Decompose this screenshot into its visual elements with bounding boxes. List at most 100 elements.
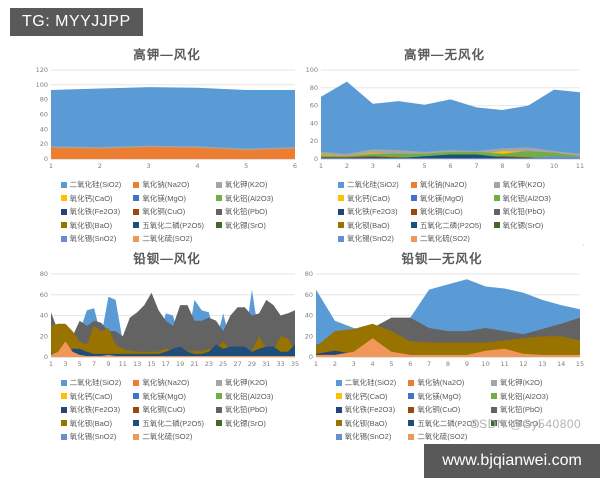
legend-label: 氧化钡(BaO) [69, 220, 113, 230]
area-chart: 0 20 40 60 80 1 2 3 4 5 6 7 8 9 10 11 12 13 14 15 [299, 270, 585, 368]
y-tick-label: 0 [44, 353, 48, 361]
area-series-SiO2 [321, 81, 580, 159]
legend-swatch-CaO [338, 195, 345, 201]
y-tick-label: 20 [310, 137, 318, 145]
legend-swatch-Al2O3 [216, 195, 222, 201]
legend-item-Al2O3: 氧化铝(Al2O3) [493, 193, 551, 204]
area-series-Na2O [51, 147, 295, 159]
area-series-P2O5 [321, 154, 580, 159]
legend-label: 氧化锡(SnO2) [344, 432, 392, 441]
legend-item-Fe2O3: 氧化铁(Fe2O3) [60, 206, 122, 217]
legend-swatch-PbO [216, 406, 222, 413]
legend-label: 二氧化硫(SO2) [142, 234, 193, 243]
chart-canvas: 0 20 40 60 80 100 1 2 3 4 5 6 7 8 9 10 11 [306, 66, 585, 170]
legend-swatch-CaO [335, 393, 342, 399]
legend-swatch-BaO [338, 222, 345, 228]
legend-item-SO2: 二氧化硫(SO2) [133, 431, 204, 442]
legend-swatch-SrO [491, 420, 497, 426]
legend-item-SO2: 二氧化硫(SO2) [408, 431, 479, 442]
area-series-SiO2 [51, 87, 295, 159]
legend-swatch-SrO [216, 222, 222, 228]
legend-swatch-K2O [216, 379, 222, 386]
x-tick-label: 31 [262, 360, 270, 368]
legend-swatch-CaO [60, 195, 67, 201]
legend-item-SrO: 氧化锶(SrO) [216, 220, 273, 231]
x-tick-label: 10 [482, 360, 490, 368]
y-tick-label: 0 [314, 155, 318, 163]
legend-swatch-Al2O3 [493, 195, 500, 201]
legend-label: 氧化铜(CuO) [417, 405, 461, 414]
x-tick-label: 27 [233, 360, 241, 368]
legend-swatch-P2O5 [133, 420, 140, 426]
chart-canvas: 0 20 40 60 80 100 120 1 2 3 4 5 6 [36, 66, 297, 170]
legend-item-K2O: 氧化钾(K2O) [216, 179, 273, 190]
legend-label: 氧化钙(CaO) [69, 391, 113, 401]
legend-swatch-SiO2 [60, 379, 67, 386]
x-tick-label: 1 [49, 162, 53, 170]
legend-label: 氧化锶(SrO) [225, 220, 266, 230]
x-tick-label: 6 [448, 162, 452, 170]
legend-label: 氧化钾(K2O) [225, 378, 268, 387]
x-tick-label: 7 [427, 360, 431, 368]
legend-label: 氧化钙(CaO) [344, 391, 388, 401]
legend-item-CuO: 氧化铜(CuO) [408, 404, 479, 415]
legend-label: 氧化铁(Fe2O3) [69, 207, 121, 216]
x-tick-label: 3 [63, 360, 67, 368]
legend-label: 氧化镁(MgO) [417, 391, 462, 401]
legend-swatch-P2O5 [408, 420, 415, 426]
x-tick-label: 5 [389, 360, 393, 368]
x-tick-label: 7 [92, 360, 96, 368]
legend-swatch-MgO [133, 195, 140, 201]
x-tick-label: 5 [78, 360, 82, 368]
legend-swatch-SnO2 [60, 235, 67, 242]
x-tick-label: 3 [147, 162, 151, 170]
legend-label: 氧化铜(CuO) [419, 207, 463, 216]
x-tick-label: 3 [352, 360, 356, 368]
x-tick-label: 11 [500, 360, 508, 368]
y-tick-label: 40 [40, 125, 48, 133]
area-chart: 0 20 40 60 80 100 120 1 2 3 4 5 6 [34, 66, 300, 170]
y-tick-label: 40 [40, 312, 48, 320]
legend-label: 氧化铝(Al2O3) [225, 193, 274, 203]
legend-label: 氧化钙(CaO) [69, 193, 113, 203]
site-link-banner[interactable]: www.bjqianwei.com [424, 444, 600, 478]
legend-item-BaO: 氧化钡(BaO) [335, 418, 397, 429]
legend-swatch-BaO [60, 222, 67, 228]
legend-label: 氧化锡(SnO2) [69, 234, 117, 243]
legend-item-SrO: 氧化锶(SrO) [491, 418, 548, 429]
x-tick-label: 9 [465, 360, 469, 368]
x-tick-label: 8 [500, 162, 504, 170]
legend-item-P2O5: 五氧化二磷(P2O5) [133, 220, 204, 231]
legend-label: 二氧化硅(SiO2) [69, 180, 122, 189]
legend-swatch-Na2O [133, 379, 140, 386]
y-tick-label: 80 [40, 96, 48, 104]
y-tick-label: 20 [40, 332, 48, 340]
x-tick-label: 11 [119, 360, 127, 368]
chart-panel-gaojia-wufenghua: 高钾—无风化 0 20 40 60 80 100 1 2 3 4 5 6 7 8 9 10 11 二氧化硅(Si… [304, 42, 585, 244]
x-tick-label: 12 [519, 360, 527, 368]
legend-label: 氧化钠(Na2O) [417, 378, 465, 387]
legend-label: 五氧化二磷(P2O5) [417, 418, 479, 428]
x-tick-label: 33 [276, 360, 284, 368]
y-tick-label: 40 [305, 312, 313, 320]
area-series-SnO2 [321, 156, 580, 159]
chart-title: 铅钡—无风化 [401, 252, 483, 266]
legend-swatch-SrO [493, 222, 500, 228]
legend-swatch-K2O [493, 181, 500, 188]
legend-item-CaO: 氧化钙(CaO) [338, 193, 399, 204]
legend-swatch-K2O [491, 379, 497, 386]
legend-item-SrO: 氧化锶(SrO) [216, 418, 273, 429]
legend-item-CuO: 氧化铜(CuO) [133, 206, 204, 217]
legend-item-SnO2: 氧化锡(SnO2) [60, 431, 122, 442]
legend-label: 氧化铁(Fe2O3) [69, 405, 121, 414]
x-tick-label: 3 [371, 162, 375, 170]
legend-label: 氧化铜(CuO) [142, 405, 186, 414]
legend-label: 氧化铁(Fe2O3) [347, 207, 398, 216]
legend-label: 氧化铅(PbO) [225, 207, 268, 216]
legend-label: 氧化锡(SnO2) [69, 432, 117, 441]
legend-swatch-CuO [133, 208, 140, 215]
legend-item-PbO: 氧化铅(PbO) [493, 206, 551, 217]
x-tick-label: 15 [576, 360, 584, 368]
legend-item-BaO: 氧化钡(BaO) [338, 220, 399, 231]
legend-label: 氧化铅(PbO) [502, 207, 546, 216]
